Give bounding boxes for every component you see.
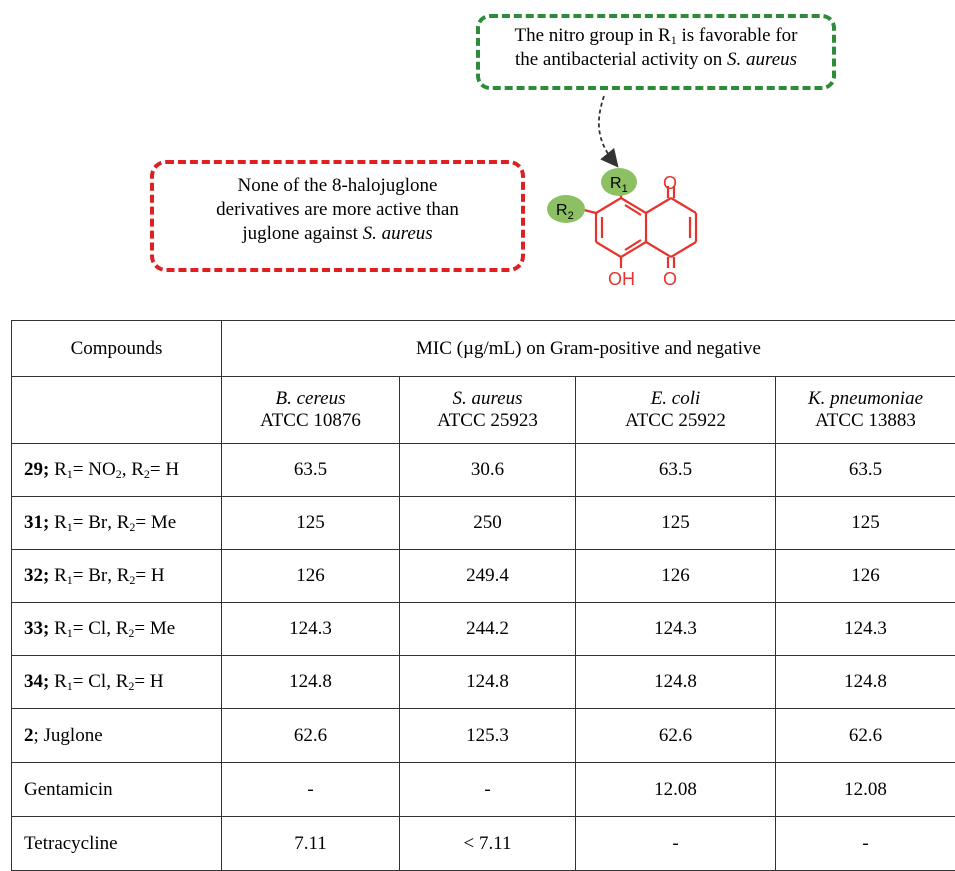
mic-value: 12.08: [576, 763, 776, 817]
mic-value: 63.5: [776, 444, 955, 497]
mic-value: 244.2: [400, 603, 576, 656]
table-row: 32; R1= Br, R2= H 126 249.4 126 126: [12, 550, 955, 603]
mic-value: 124.8: [576, 656, 776, 709]
hydroxyl-label: OH: [608, 269, 635, 289]
mic-value: 125: [776, 497, 955, 550]
mic-value: 124.8: [222, 656, 400, 709]
mic-value: 124.3: [222, 603, 400, 656]
empty-header-cell: [12, 377, 222, 444]
compound-cell: 34; R1= Cl, R2= H: [12, 656, 222, 709]
table-header-row: Compounds MIC (µg/mL) on Gram-positive a…: [12, 321, 955, 377]
dashed-arrow: [599, 96, 614, 162]
mic-table: Compounds MIC (µg/mL) on Gram-positive a…: [11, 320, 955, 871]
mic-value: 63.5: [222, 444, 400, 497]
mic-value: 62.6: [576, 709, 776, 763]
table-row: 34; R1= Cl, R2= H 124.8 124.8 124.8 124.…: [12, 656, 955, 709]
mic-value: 124.3: [776, 603, 955, 656]
compound-cell: 32; R1= Br, R2= H: [12, 550, 222, 603]
mic-value: 124.3: [576, 603, 776, 656]
carbonyl-o-top: O: [663, 173, 677, 193]
table-row: 2; Juglone 62.6 125.3 62.6 62.6: [12, 709, 955, 763]
table-row: 29; R1= NO2, R2= H 63.5 30.6 63.5 63.5: [12, 444, 955, 497]
table-row: 33; R1= Cl, R2= Me 124.3 244.2 124.3 124…: [12, 603, 955, 656]
mic-value: -: [400, 763, 576, 817]
compound-cell: 33; R1= Cl, R2= Me: [12, 603, 222, 656]
mic-value: 124.8: [400, 656, 576, 709]
table-row: Gentamicin - - 12.08 12.08: [12, 763, 955, 817]
mic-value: 124.8: [776, 656, 955, 709]
mic-value: 250: [400, 497, 576, 550]
mic-value: 125: [576, 497, 776, 550]
mic-value: 126: [222, 550, 400, 603]
mic-value: 7.11: [222, 817, 400, 871]
mic-value: 62.6: [222, 709, 400, 763]
naphthoquinone-skeleton: [584, 186, 696, 268]
mic-value: 125: [222, 497, 400, 550]
mic-value: 12.08: [776, 763, 955, 817]
compound-cell: Tetracycline: [12, 817, 222, 871]
mic-value: -: [776, 817, 955, 871]
mic-value: 125.3: [400, 709, 576, 763]
compound-cell: Gentamicin: [12, 763, 222, 817]
table-row: Tetracycline 7.11 < 7.11 - -: [12, 817, 955, 871]
mic-header: MIC (µg/mL) on Gram-positive and negativ…: [222, 321, 955, 377]
carbonyl-o-bottom: O: [663, 269, 677, 289]
mic-value: 62.6: [776, 709, 955, 763]
compound-cell: 31; R1= Br, R2= Me: [12, 497, 222, 550]
mic-value: 63.5: [576, 444, 776, 497]
mic-value: 126: [776, 550, 955, 603]
compound-cell: 2; Juglone: [12, 709, 222, 763]
compounds-header: Compounds: [12, 321, 222, 377]
mic-value: -: [576, 817, 776, 871]
mic-value: 30.6: [400, 444, 576, 497]
juglone-structure: R1 R2 O O OH: [0, 0, 955, 320]
mic-value: < 7.11: [400, 817, 576, 871]
compound-cell: 29; R1= NO2, R2= H: [12, 444, 222, 497]
mic-value: -: [222, 763, 400, 817]
mic-value: 249.4: [400, 550, 576, 603]
table-row: 31; R1= Br, R2= Me 125 250 125 125: [12, 497, 955, 550]
mic-value: 126: [576, 550, 776, 603]
